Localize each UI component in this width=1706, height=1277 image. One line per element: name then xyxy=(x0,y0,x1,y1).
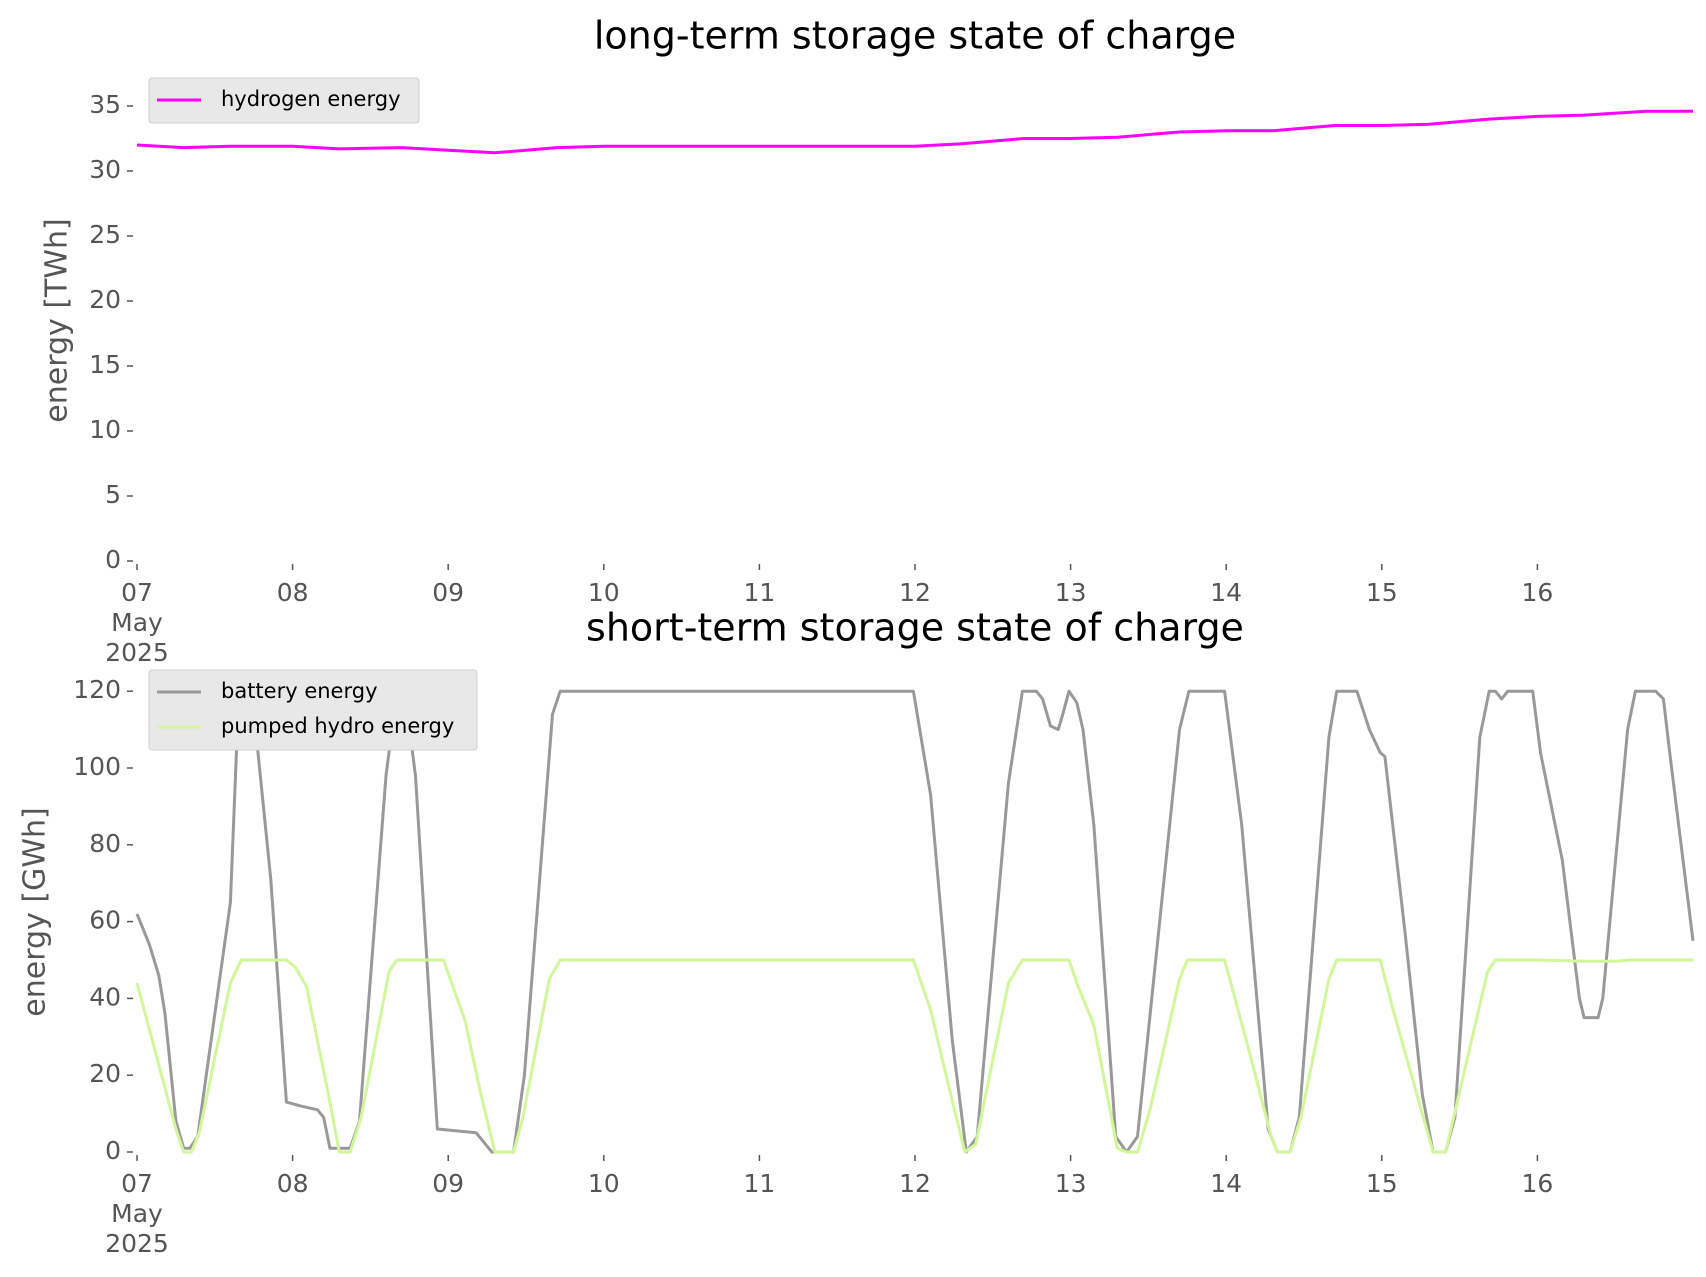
legend-label: hydrogen energy xyxy=(221,87,401,111)
y-tick-label: 0 xyxy=(105,545,121,574)
y-tick-label: 20 xyxy=(89,1059,121,1088)
x-tick-label: 07 May 2025 xyxy=(105,578,169,667)
x-tick-label: 13 xyxy=(1055,578,1087,607)
y-tick-label: 15 xyxy=(89,350,121,379)
y-tick-label: 60 xyxy=(89,906,121,935)
legend-box xyxy=(148,77,420,124)
x-tick-label: 11 xyxy=(743,578,775,607)
legend-label: battery energy xyxy=(221,679,378,703)
y-axis-label: energy [TWh] xyxy=(40,218,75,422)
y-tick-label: 120 xyxy=(73,675,121,704)
x-tick-label: 15 xyxy=(1366,578,1398,607)
y-tick-label: 30 xyxy=(89,155,121,184)
y-axis-label: energy [GWh] xyxy=(18,807,53,1016)
y-tick-label: 10 xyxy=(89,415,121,444)
series-line xyxy=(135,958,1693,1154)
x-tick-label: 11 xyxy=(743,1169,775,1198)
x-tick-label: 14 xyxy=(1210,578,1242,607)
y-tick-label: 0 xyxy=(105,1136,121,1165)
x-tick-label: 15 xyxy=(1366,1169,1398,1198)
x-tick-label: 09 xyxy=(432,1169,464,1198)
x-tick-label: 10 xyxy=(588,578,620,607)
y-tick-label: 35 xyxy=(89,90,121,119)
x-tick-label: 07 May 2025 xyxy=(105,1169,169,1258)
x-tick-label: 12 xyxy=(899,578,931,607)
chart-title: long-term storage state of charge xyxy=(594,14,1236,58)
x-tick-label: 16 xyxy=(1521,578,1553,607)
x-tick-label: 09 xyxy=(432,578,464,607)
x-tick-label: 08 xyxy=(277,578,309,607)
legend-box xyxy=(148,669,478,751)
y-tick-label: 40 xyxy=(89,982,121,1011)
y-tick-label: 25 xyxy=(89,220,121,249)
y-tick-label: 20 xyxy=(89,285,121,314)
x-tick-label: 13 xyxy=(1055,1169,1087,1198)
legend: hydrogen energy xyxy=(148,77,420,124)
y-tick-label: 5 xyxy=(105,480,121,509)
x-tick-label: 12 xyxy=(899,1169,931,1198)
y-tick-label: 100 xyxy=(73,752,121,781)
x-tick-label: 14 xyxy=(1210,1169,1242,1198)
legend-label: pumped hydro energy xyxy=(221,714,454,738)
x-tick-label: 08 xyxy=(277,1169,309,1198)
series-line xyxy=(135,689,1695,1154)
legend: battery energy pumped hydro energy xyxy=(148,669,478,751)
x-tick-label: 16 xyxy=(1521,1169,1553,1198)
series-line xyxy=(136,109,1693,155)
y-tick-label: 80 xyxy=(89,829,121,858)
x-tick-label: 10 xyxy=(588,1169,620,1198)
chart-title: short-term storage state of charge xyxy=(586,606,1244,650)
